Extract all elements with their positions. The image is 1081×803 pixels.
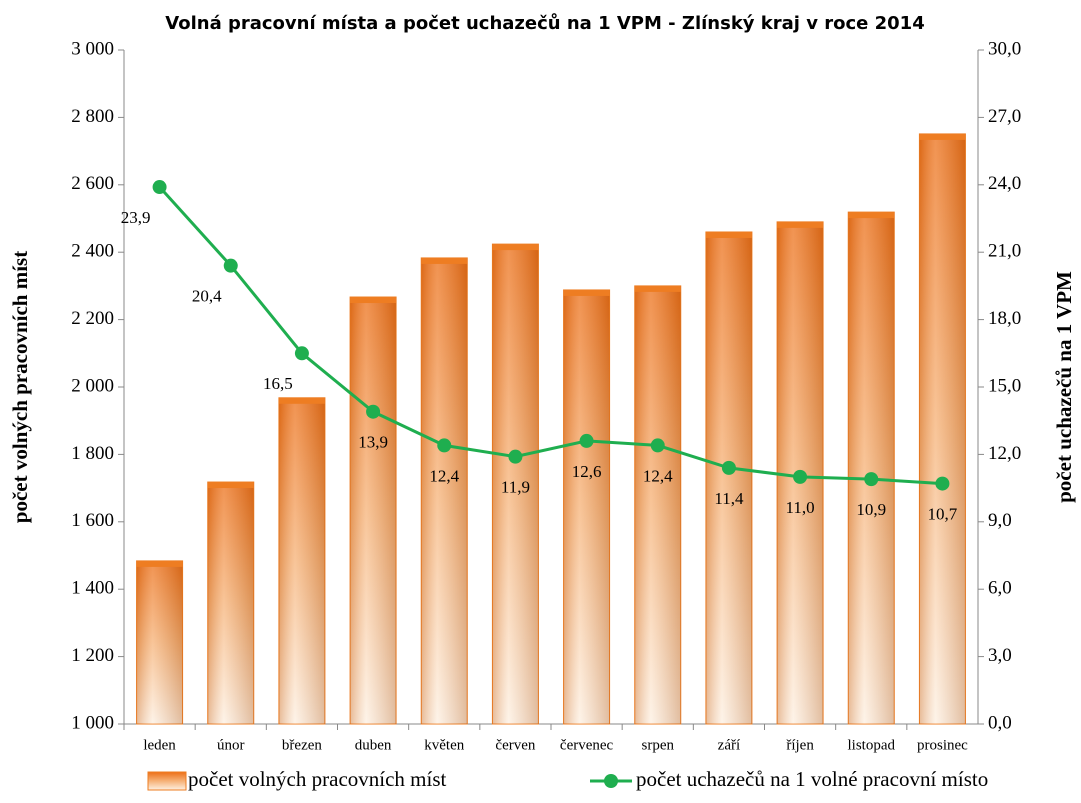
data-label: 12,4 [643, 466, 673, 485]
legend-marker [604, 774, 618, 788]
bar-shade [350, 297, 397, 724]
legend-label: počet volných pracovních míst [188, 767, 447, 791]
marker [935, 476, 950, 491]
marker [579, 433, 594, 448]
data-label: 11,4 [714, 489, 744, 508]
y2-tick-label: 0,0 [988, 712, 1012, 733]
x-tick-label: září [718, 737, 740, 753]
bar-cap [848, 212, 895, 219]
y2-tick-label: 18,0 [988, 308, 1021, 329]
marker [864, 472, 879, 487]
y-tick-label: 2 400 [71, 241, 114, 262]
y2-tick-label: 9,0 [988, 510, 1012, 531]
y2-tick-label: 12,0 [988, 443, 1021, 464]
bar-shade [634, 285, 681, 724]
y2-axis-title: počet uchazečů na 1 VPM [1052, 271, 1076, 503]
bar-cap [207, 482, 254, 489]
bar-shade [278, 397, 325, 724]
marker [437, 438, 452, 453]
x-tick-label: srpen [642, 737, 675, 753]
marker [366, 404, 381, 419]
marker [721, 460, 736, 475]
bar-shade [848, 212, 895, 725]
x-tick-label: červen [495, 737, 535, 753]
y-tick-label: 1 600 [71, 510, 114, 531]
bar-shade [492, 244, 539, 724]
y2-tick-label: 15,0 [988, 375, 1021, 396]
y-tick-label: 2 200 [71, 308, 114, 329]
bar-cap [919, 133, 966, 140]
legend-swatch [147, 771, 187, 791]
bar-cap [705, 231, 752, 238]
chart-title: Volná pracovní místa a počet uchazečů na… [165, 12, 924, 34]
data-label: 12,4 [429, 466, 459, 485]
bar-shade [207, 482, 254, 724]
bar-cap [278, 397, 325, 404]
x-tick-label: leden [143, 737, 176, 753]
y2-tick-label: 6,0 [988, 578, 1012, 599]
marker [793, 469, 808, 484]
y-tick-label: 2 000 [71, 375, 114, 396]
y-tick-label: 2 600 [71, 173, 114, 194]
x-tick-label: únor [217, 737, 245, 753]
y-tick-label: 1 000 [71, 712, 114, 733]
line [158, 186, 943, 486]
y2-tick-label: 21,0 [988, 241, 1021, 262]
marker [152, 180, 167, 195]
bar-cap [563, 289, 610, 296]
x-tick-label: listopad [848, 737, 896, 753]
marker [223, 258, 238, 273]
bar-shade [563, 289, 610, 724]
y-axis-title: počet volných pracovních míst [8, 251, 32, 523]
y2-tick-label: 27,0 [988, 106, 1021, 127]
bar-shade [705, 231, 752, 725]
y-tick-label: 2 800 [71, 106, 114, 127]
y-tick-label: 1 400 [71, 578, 114, 599]
legend-label: počet uchazečů na 1 volné pracovní místo [636, 767, 988, 791]
y2-tick-label: 30,0 [988, 38, 1021, 59]
y2-tick-label: 3,0 [988, 645, 1012, 666]
marker [650, 438, 665, 453]
bar-cap [492, 244, 539, 251]
data-label: 20,4 [192, 287, 222, 306]
bar-shade [919, 133, 966, 725]
y-tick-label: 3 000 [71, 38, 114, 59]
data-label: 16,5 [263, 374, 293, 393]
y-tick-label: 1 800 [71, 443, 114, 464]
bar-shade [136, 560, 183, 724]
x-tick-label: prosinec [917, 737, 968, 753]
marker [508, 449, 523, 464]
data-label: 11,9 [501, 478, 530, 497]
marker [294, 346, 309, 361]
y2-tick-label: 24,0 [988, 173, 1021, 194]
data-label: 23,9 [121, 208, 151, 227]
x-tick-label: březen [282, 737, 322, 753]
bar-cap [777, 221, 824, 228]
bar-shade [421, 257, 468, 724]
bar-cap [421, 257, 468, 264]
data-label: 10,9 [856, 500, 886, 519]
bar-cap [634, 285, 681, 292]
data-label: 13,9 [358, 433, 388, 452]
bar-cap [136, 560, 183, 567]
x-tick-label: červenec [560, 737, 614, 753]
data-label: 12,6 [572, 462, 602, 481]
x-tick-label: říjen [786, 737, 814, 753]
data-label: 10,7 [928, 505, 958, 524]
y-tick-label: 1 200 [71, 645, 114, 666]
x-tick-label: duben [355, 737, 392, 753]
bar-cap [350, 297, 397, 304]
x-tick-label: květen [424, 737, 464, 753]
data-label: 11,0 [786, 498, 815, 517]
